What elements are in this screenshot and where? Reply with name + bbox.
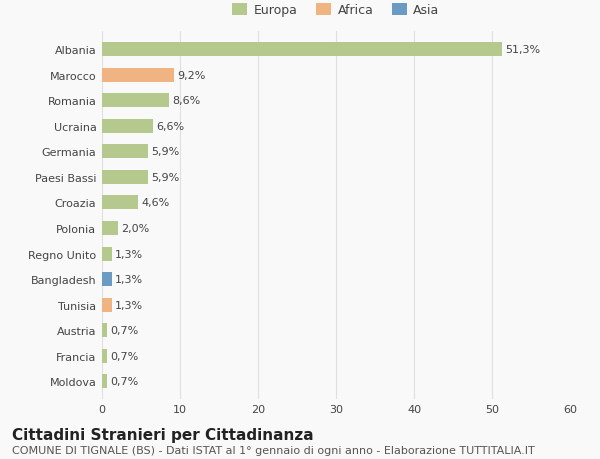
- Legend: Europa, Africa, Asia: Europa, Africa, Asia: [227, 0, 445, 22]
- Text: 4,6%: 4,6%: [141, 198, 169, 208]
- Text: 6,6%: 6,6%: [157, 122, 185, 131]
- Bar: [102, 196, 138, 210]
- Text: 2,0%: 2,0%: [121, 224, 149, 234]
- Bar: [102, 68, 174, 83]
- Text: 0,7%: 0,7%: [110, 351, 139, 361]
- Text: 0,7%: 0,7%: [110, 325, 139, 336]
- Text: COMUNE DI TIGNALE (BS) - Dati ISTAT al 1° gennaio di ogni anno - Elaborazione TU: COMUNE DI TIGNALE (BS) - Dati ISTAT al 1…: [12, 445, 535, 455]
- Bar: [102, 145, 148, 159]
- Bar: [102, 170, 148, 185]
- Bar: [102, 94, 169, 108]
- Bar: [102, 119, 154, 134]
- Bar: [102, 375, 107, 388]
- Bar: [102, 273, 112, 286]
- Bar: [102, 324, 107, 337]
- Text: 5,9%: 5,9%: [151, 147, 179, 157]
- Text: 1,3%: 1,3%: [115, 300, 143, 310]
- Bar: [102, 221, 118, 235]
- Text: 0,7%: 0,7%: [110, 376, 139, 386]
- Bar: [102, 349, 107, 363]
- Text: 51,3%: 51,3%: [505, 45, 541, 55]
- Text: 9,2%: 9,2%: [177, 71, 205, 80]
- Text: Cittadini Stranieri per Cittadinanza: Cittadini Stranieri per Cittadinanza: [12, 427, 314, 442]
- Bar: [102, 298, 112, 312]
- Bar: [102, 43, 502, 57]
- Text: 5,9%: 5,9%: [151, 173, 179, 183]
- Bar: [102, 247, 112, 261]
- Text: 1,3%: 1,3%: [115, 249, 143, 259]
- Text: 1,3%: 1,3%: [115, 274, 143, 285]
- Text: 8,6%: 8,6%: [172, 96, 200, 106]
